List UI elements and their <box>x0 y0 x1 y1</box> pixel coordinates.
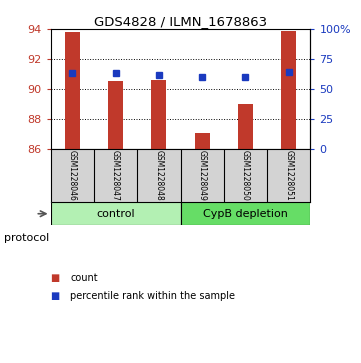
Text: GSM1228046: GSM1228046 <box>68 150 77 201</box>
Text: GSM1228047: GSM1228047 <box>111 150 120 201</box>
Text: control: control <box>96 209 135 219</box>
Text: GSM1228050: GSM1228050 <box>241 150 250 201</box>
Bar <box>151 80 166 149</box>
Text: count: count <box>70 273 98 283</box>
Bar <box>281 31 296 149</box>
Bar <box>65 32 80 149</box>
Bar <box>180 203 310 225</box>
Text: protocol: protocol <box>4 233 49 243</box>
Text: ■: ■ <box>51 273 60 283</box>
Text: CypB depletion: CypB depletion <box>203 209 288 219</box>
Bar <box>238 104 253 149</box>
Text: percentile rank within the sample: percentile rank within the sample <box>70 291 235 301</box>
Bar <box>195 132 210 149</box>
Title: GDS4828 / ILMN_1678863: GDS4828 / ILMN_1678863 <box>94 15 267 28</box>
Bar <box>108 81 123 149</box>
Text: GSM1228048: GSM1228048 <box>155 150 163 201</box>
Bar <box>51 203 180 225</box>
Text: ■: ■ <box>51 291 60 301</box>
Text: GSM1228051: GSM1228051 <box>284 150 293 201</box>
Text: GSM1228049: GSM1228049 <box>198 150 206 201</box>
